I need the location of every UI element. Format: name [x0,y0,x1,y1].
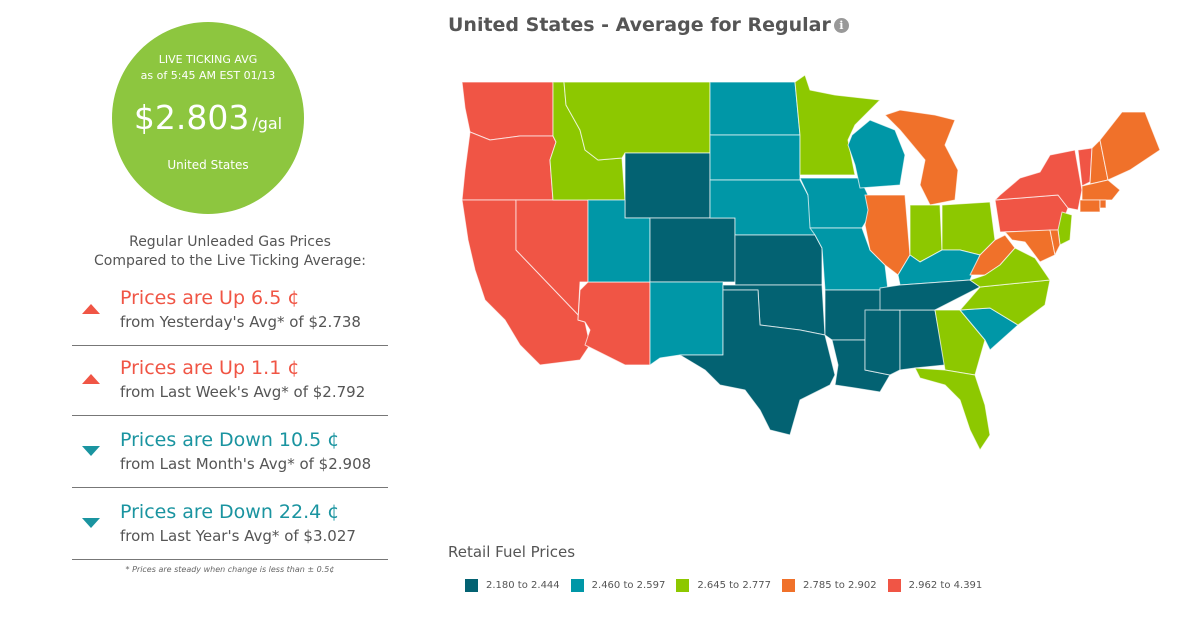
comparison-row-yesterday: Prices are Up 6.5 ¢ from Yesterday's Avg… [72,276,388,346]
legend-swatch-1 [465,579,478,592]
legend-swatch-3 [676,579,690,592]
state-tx[interactable] [679,289,836,436]
legend-swatch-4 [781,579,795,592]
state-nj[interactable] [1057,211,1073,246]
live-average-badge: LIVE TICKING AVG as of 5:45 AM EST 01/13… [112,22,304,214]
legend-label-1: 2.180 to 2.444 [486,580,560,591]
state-nm[interactable] [649,281,724,366]
state-oh[interactable] [941,201,996,256]
arrow-down-icon [82,446,100,456]
live-price: $2.803/gal [112,98,304,137]
heading-line-1: Regular Unleaded Gas Prices [129,234,331,250]
state-wy[interactable] [624,152,711,219]
state-nd[interactable] [709,81,801,136]
state-pa[interactable] [994,194,1069,233]
state-mi[interactable] [884,109,959,206]
map-title-text: United States - Average for Regular [448,14,831,36]
footnote: * Prices are steady when change is less … [125,565,335,574]
arrow-up-icon [82,304,100,314]
state-ks[interactable] [734,234,823,286]
state-ct[interactable] [1079,199,1101,213]
state-az[interactable] [577,281,651,366]
change-detail: from Yesterday's Avg* of $2.738 [120,313,361,331]
comparison-row-last-month: Prices are Down 10.5 ¢ from Last Month's… [72,418,388,488]
state-de[interactable] [1049,229,1061,256]
legend-label-2: 2.460 to 2.597 [591,580,666,591]
comparison-row-last-week: Prices are Up 1.1 ¢ from Last Week's Avg… [72,346,388,416]
state-mt[interactable] [563,81,711,161]
map-title: United States - Average for Regular i [448,14,849,36]
legend-title: Retail Fuel Prices [448,543,576,561]
change-headline: Prices are Up 1.1 ¢ [120,357,300,379]
state-wa[interactable] [461,81,554,141]
arrow-up-icon [82,374,100,384]
change-detail: from Last Year's Avg* of $3.027 [120,527,356,545]
state-mn[interactable] [794,74,881,176]
map-legend: 2.180 to 2.444 2.460 to 2.597 2.645 to 2… [465,579,993,592]
change-detail: from Last Week's Avg* of $2.792 [120,383,366,401]
state-ma[interactable] [1081,179,1121,201]
state-sd[interactable] [709,134,801,181]
change-headline: Prices are Down 10.5 ¢ [120,429,340,451]
comparison-heading: Regular Unleaded Gas Prices Compared to … [60,233,400,271]
state-or[interactable] [461,131,557,201]
change-headline: Prices are Down 22.4 ¢ [120,501,340,523]
live-label: LIVE TICKING AVG [158,53,258,66]
state-co[interactable] [649,217,736,283]
live-location: United States [167,158,249,172]
as-of-timestamp: as of 5:45 AM EST 01/13 [140,69,276,82]
state-ms[interactable] [864,309,901,376]
legend-swatch-5 [887,579,901,592]
legend-label-5: 2.962 to 4.391 [908,580,983,591]
state-wi[interactable] [847,119,906,189]
state-ri[interactable] [1099,199,1107,209]
comparison-row-last-year: Prices are Down 22.4 ¢ from Last Year's … [72,490,388,560]
legend-label-4: 2.785 to 2.902 [802,580,877,591]
legend-swatch-2 [570,579,584,592]
state-ga[interactable] [934,309,986,376]
state-il[interactable] [864,194,911,276]
change-detail: from Last Month's Avg* of $2.908 [120,455,372,473]
change-headline: Prices are Up 6.5 ¢ [120,287,300,309]
heading-line-2: Compared to the Live Ticking Average: [94,253,366,269]
arrow-down-icon [82,518,100,528]
price-value: $2.803 [133,98,250,137]
price-unit: /gal [252,114,283,133]
info-icon[interactable]: i [833,18,849,33]
state-va[interactable] [969,247,1051,288]
state-fl[interactable] [914,367,991,451]
state-me[interactable] [1099,111,1161,181]
legend-label-3: 2.645 to 2.777 [697,580,771,591]
